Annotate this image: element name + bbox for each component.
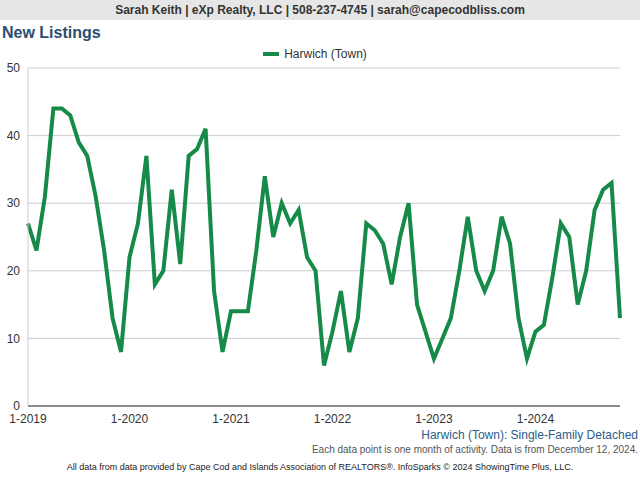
svg-text:1-2020: 1-2020 (111, 412, 149, 426)
svg-text:40: 40 (8, 129, 20, 143)
svg-text:1-2023: 1-2023 (415, 412, 453, 426)
html-text:All data from data provided by: All data from data provided by Cape Cod … (66, 462, 574, 472)
svg-text:1-2022: 1-2022 (314, 412, 352, 426)
svg-text:1-2019: 1-2019 (9, 412, 47, 426)
svg-text:10: 10 (8, 332, 20, 346)
svg-text:1-2024: 1-2024 (517, 412, 555, 426)
svg-text:20: 20 (8, 264, 20, 278)
html-text:New Listings: New Listings (2, 24, 101, 41)
svg-text:1-2021: 1-2021 (212, 412, 250, 426)
html-text:Each data point is one month o: Each data point is one month of activity… (311, 444, 638, 455)
svg-text:50: 50 (8, 61, 20, 75)
svg-text:0: 0 (13, 399, 20, 413)
html-text:Sarah Keith | eXp Realty, LLC: Sarah Keith | eXp Realty, LLC | 508-237-… (115, 3, 525, 17)
html-text:Harwich (Town): Single-Family: Harwich (Town): Single-Family Detached (421, 428, 638, 442)
svg-text:30: 30 (8, 196, 20, 210)
html-text:Harwich (Town): Harwich (Town) (284, 47, 367, 61)
